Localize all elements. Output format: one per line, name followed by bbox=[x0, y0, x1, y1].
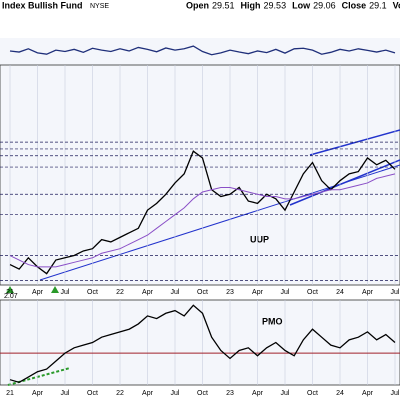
x-tick-label: Jul bbox=[281, 289, 290, 296]
quote-value: 29.53 bbox=[264, 0, 287, 10]
x-tick-label: Oct bbox=[87, 289, 98, 296]
x-tick-label: Jul bbox=[391, 390, 400, 397]
x-tick-label: 23 bbox=[226, 390, 234, 397]
x-tick-label: Apr bbox=[32, 390, 44, 397]
indicator-panel bbox=[0, 38, 400, 65]
x-tick-label: 22 bbox=[116, 390, 124, 397]
x-tick-label: Oct bbox=[197, 289, 208, 296]
x-tick-label: 22 bbox=[116, 289, 124, 296]
x-tick-label: 24 bbox=[336, 390, 344, 397]
quote-value: 29.06 bbox=[313, 0, 336, 10]
channel-line bbox=[309, 129, 400, 156]
quote-value: 29.1 bbox=[369, 0, 387, 10]
pmo-panel bbox=[0, 299, 400, 386]
x-tick-label: Apr bbox=[362, 390, 374, 397]
value-note: 2.07 bbox=[4, 293, 18, 300]
x-tick-label: Apr bbox=[362, 289, 374, 296]
x-tick-label: Oct bbox=[307, 289, 318, 296]
x-tick-label: Jul bbox=[171, 390, 180, 397]
x-tick-label: Oct bbox=[307, 390, 318, 397]
series-line bbox=[9, 304, 396, 384]
symbol-label: UUP bbox=[250, 234, 269, 244]
price-panel bbox=[0, 64, 400, 286]
x-tick-label: Jul bbox=[171, 289, 180, 296]
series-line bbox=[9, 45, 396, 56]
x-tick-label: Oct bbox=[87, 390, 98, 397]
chart-title: Index Bullish Fund bbox=[2, 0, 83, 10]
quote-label: High bbox=[241, 0, 261, 10]
quote-label: Low bbox=[292, 0, 311, 10]
x-tick-label: 24 bbox=[336, 289, 344, 296]
x-tick-label: 23 bbox=[226, 289, 234, 296]
x-tick-label: 21 bbox=[6, 289, 14, 296]
x-tick-label: Jul bbox=[61, 289, 70, 296]
x-tick-label: Jul bbox=[61, 390, 70, 397]
x-tick-label: Apr bbox=[142, 289, 154, 296]
x-tick-label: Apr bbox=[252, 390, 264, 397]
buy-arrow bbox=[6, 286, 14, 293]
x-tick-label: Apr bbox=[142, 390, 154, 397]
quote-label: Open bbox=[186, 0, 209, 10]
x-tick-label: 21 bbox=[6, 390, 14, 397]
x-tick-label: Apr bbox=[252, 289, 264, 296]
series-line bbox=[9, 173, 396, 268]
x-tick-label: Apr bbox=[32, 289, 44, 296]
x-tick-label: Jul bbox=[281, 390, 290, 397]
x-tick-label: Jul bbox=[391, 289, 400, 296]
x-tick-label: Oct bbox=[197, 390, 208, 397]
quote-label: Volume bbox=[393, 0, 400, 10]
exchange: NYSE bbox=[90, 3, 109, 10]
quote-value: 29.51 bbox=[212, 0, 235, 10]
quote-label: Close bbox=[342, 0, 367, 10]
pmo-label: PMO bbox=[262, 316, 283, 326]
buy-arrow bbox=[51, 286, 59, 293]
